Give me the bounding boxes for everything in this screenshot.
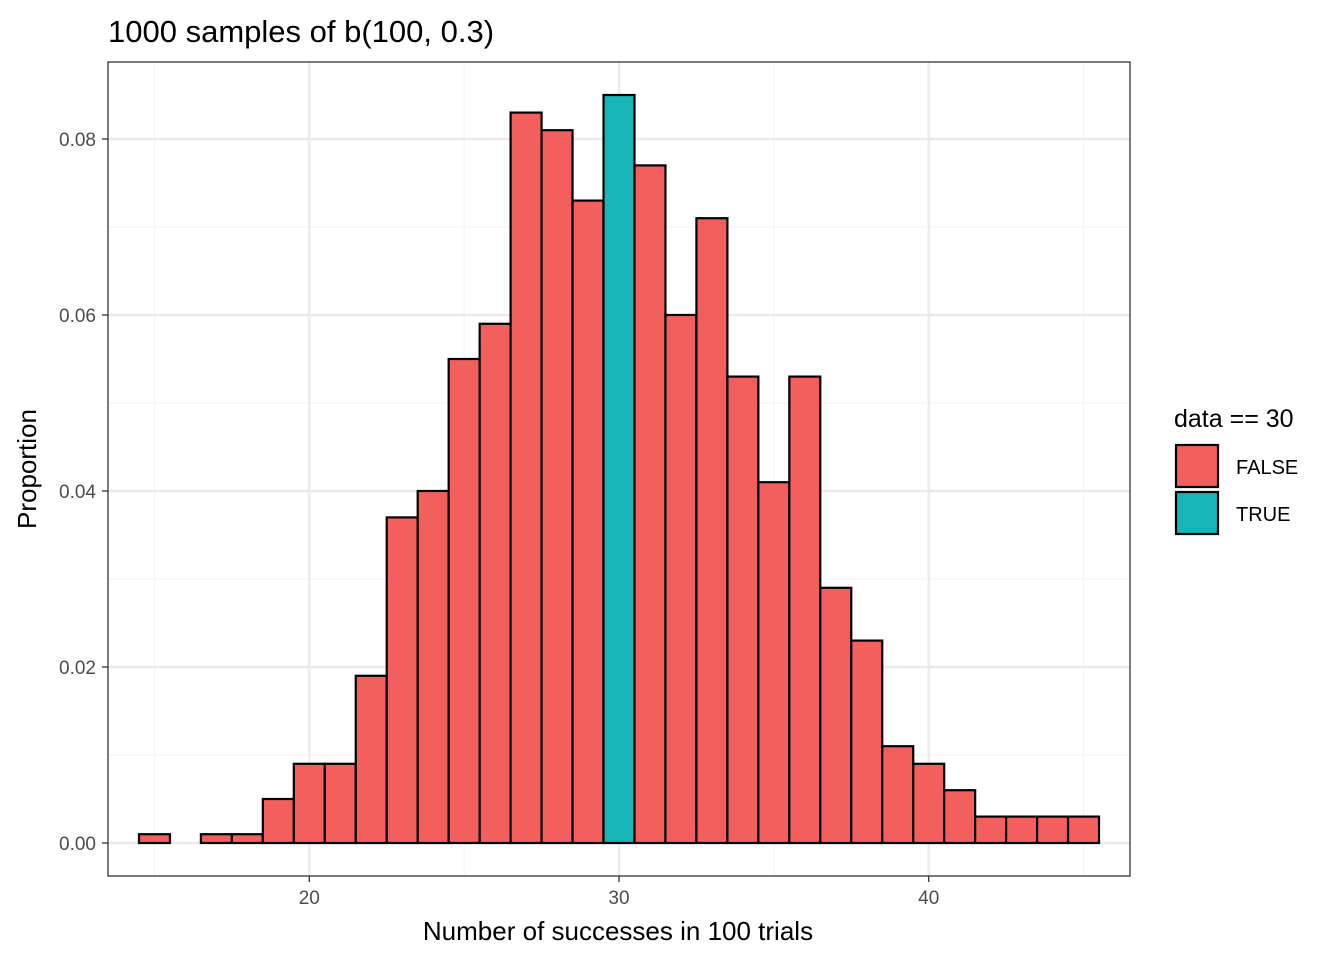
bar-43 <box>1005 815 1039 845</box>
legend: data == 30 FALSE TRUE <box>1174 405 1298 536</box>
y-axis-ticks: 0.00 0.02 0.04 0.06 0.08 <box>59 130 108 855</box>
bar-33 <box>695 217 729 845</box>
bar-42 <box>974 815 1008 845</box>
bar-23 <box>385 516 419 845</box>
bar-21 <box>323 762 357 845</box>
y-tick-label: 0.08 <box>59 130 96 151</box>
bar-29 <box>571 199 605 845</box>
bar-17 <box>199 833 233 845</box>
y-tick-label: 0.00 <box>59 834 96 855</box>
legend-label-false: FALSE <box>1236 457 1298 479</box>
bar-45 <box>1066 815 1101 845</box>
bar-28 <box>540 129 574 845</box>
x-axis-ticks: 20 30 40 <box>299 876 939 909</box>
bar-37 <box>819 586 853 845</box>
bar-35 <box>757 481 791 845</box>
bar-27 <box>509 111 543 845</box>
bar-18 <box>230 833 264 845</box>
bar-31 <box>633 164 667 845</box>
bar-32 <box>664 313 698 845</box>
x-axis-title: Number of successes in 100 trials <box>423 916 813 946</box>
y-axis-title: Proportion <box>12 409 42 529</box>
bar-44 <box>1035 815 1070 845</box>
legend-label-true: TRUE <box>1236 504 1290 526</box>
y-tick-label: 0.02 <box>59 658 96 679</box>
bar-38 <box>850 639 884 845</box>
bar-25 <box>447 357 481 845</box>
x-tick-label: 20 <box>299 888 320 909</box>
y-tick-label: 0.04 <box>59 482 96 503</box>
bar-36 <box>788 375 822 845</box>
bar-30 <box>602 93 636 845</box>
bar-19 <box>261 797 295 845</box>
bar-24 <box>416 489 450 845</box>
y-tick-label: 0.06 <box>59 306 96 327</box>
bar-22 <box>354 674 388 845</box>
bar-40 <box>912 762 946 845</box>
bar-41 <box>943 789 977 845</box>
bar-39 <box>881 745 915 845</box>
bar-34 <box>726 375 760 845</box>
bar-15 <box>137 833 172 845</box>
x-tick-label: 40 <box>918 888 939 909</box>
chart-title: 1000 samples of b(100, 0.3) <box>108 14 494 49</box>
bars-group <box>137 93 1101 845</box>
legend-title: data == 30 <box>1174 405 1294 433</box>
bar-26 <box>478 322 512 845</box>
bar-20 <box>292 762 326 845</box>
x-tick-label: 30 <box>608 888 629 909</box>
legend-key-true <box>1174 490 1220 536</box>
legend-key-false <box>1174 443 1220 489</box>
